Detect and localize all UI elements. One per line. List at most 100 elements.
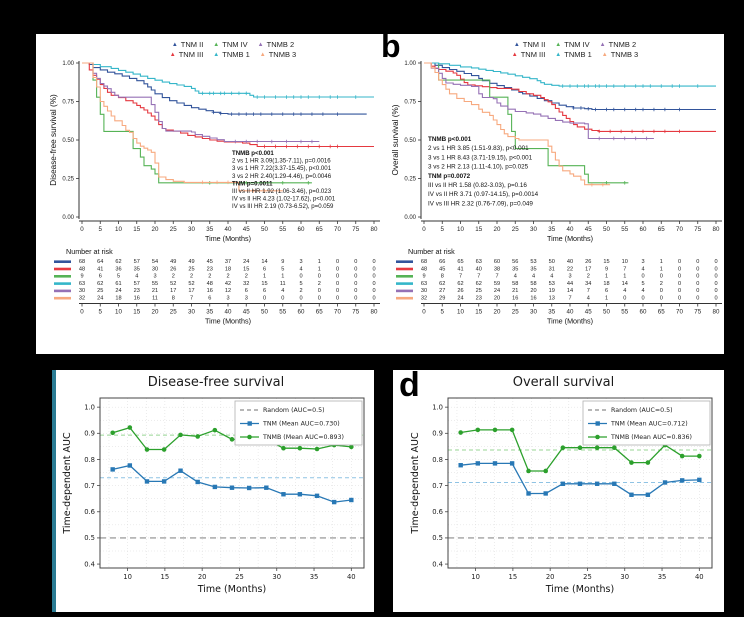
svg-text:60: 60: [298, 226, 305, 233]
svg-text:48: 48: [207, 281, 213, 287]
svg-text:64: 64: [97, 259, 103, 265]
svg-text:0: 0: [336, 266, 339, 272]
svg-text:15: 15: [475, 309, 482, 316]
svg-text:7: 7: [190, 296, 193, 302]
svg-text:23: 23: [207, 266, 213, 272]
svg-text:75: 75: [694, 226, 701, 233]
svg-text:15: 15: [603, 259, 609, 265]
svg-text:0: 0: [660, 296, 663, 302]
svg-text:TNM p=0.0072: TNM p=0.0072: [428, 173, 471, 180]
svg-text:0: 0: [354, 274, 357, 280]
svg-text:TNM (Mean AUC=0.730): TNM (Mean AUC=0.730): [262, 421, 340, 428]
km-series-marker-icon: ▲: [259, 51, 266, 58]
svg-text:53: 53: [549, 281, 555, 287]
svg-text:5: 5: [281, 266, 284, 272]
svg-text:Overall survival (%): Overall survival (%): [391, 104, 400, 175]
svg-text:4: 4: [641, 288, 644, 294]
svg-text:2: 2: [208, 274, 211, 280]
km-legend-entry-tnm-iv: ▲ TNM IV: [213, 40, 247, 49]
svg-text:45: 45: [439, 266, 445, 272]
km-chart-disease-free: 1.00 0.75 0.50 0.25 0.00 Disease-free surviva…: [49, 61, 380, 326]
svg-text:Disease-free survival (%): Disease-free survival (%): [49, 94, 58, 186]
svg-text:26: 26: [457, 288, 463, 294]
svg-text:TNMB (Mean AUC=0.893): TNMB (Mean AUC=0.893): [262, 434, 344, 441]
svg-text:2: 2: [190, 274, 193, 280]
svg-text:68: 68: [79, 259, 85, 265]
svg-text:50: 50: [603, 309, 610, 316]
svg-text:0: 0: [678, 266, 681, 272]
svg-text:TNMB (Mean AUC=0.836): TNMB (Mean AUC=0.836): [610, 434, 692, 441]
svg-text:0: 0: [318, 274, 321, 280]
svg-text:50: 50: [261, 226, 268, 233]
svg-text:60: 60: [640, 226, 647, 233]
svg-text:14: 14: [567, 288, 573, 294]
svg-text:0: 0: [678, 281, 681, 287]
svg-text:0: 0: [678, 274, 681, 280]
svg-text:55: 55: [279, 226, 286, 233]
svg-text:IV vs II HR 3.71 (0.97-14.15),: IV vs II HR 3.71 (0.97-14.15), p=0.0014: [428, 191, 539, 198]
svg-text:0: 0: [660, 288, 663, 294]
svg-text:80: 80: [371, 309, 378, 316]
svg-text:0: 0: [372, 288, 375, 294]
svg-text:15: 15: [475, 226, 482, 233]
km-legend-dfs: ▲ TNM II ▲ TNM IV ▲ TNMB 2 ▲ TNM III ▲ TNMB 1 ▲ TNM…: [78, 40, 388, 59]
svg-text:52: 52: [170, 281, 176, 287]
svg-text:17: 17: [170, 288, 176, 294]
svg-text:57: 57: [134, 259, 140, 265]
auc-panel-overall: Overall survival 0.4 0.5 0.6 0.7 0.8 0.9 1.0 10…: [393, 370, 724, 612]
svg-text:68: 68: [421, 259, 427, 265]
svg-text:0.00: 0.00: [404, 215, 416, 221]
svg-text:62: 62: [476, 281, 482, 287]
svg-text:62: 62: [457, 281, 463, 287]
svg-text:5: 5: [441, 226, 445, 233]
svg-text:65: 65: [316, 226, 323, 233]
svg-text:16: 16: [207, 288, 213, 294]
svg-text:10: 10: [622, 259, 628, 265]
svg-text:2: 2: [226, 274, 229, 280]
svg-text:11: 11: [280, 281, 286, 287]
svg-text:4: 4: [532, 274, 535, 280]
panel-edge-strip: [52, 370, 56, 612]
svg-text:4: 4: [281, 288, 284, 294]
svg-text:20: 20: [494, 226, 501, 233]
svg-text:25: 25: [235, 573, 244, 581]
auc-chart-overall: 0.4 0.5 0.6 0.7 0.8 0.9 1.0 10 15 20 25 30 35 40 Time …: [410, 397, 712, 595]
km-legend-label: TNMB 3: [610, 50, 639, 59]
svg-text:23: 23: [476, 296, 482, 302]
svg-text:2: 2: [318, 281, 321, 287]
svg-text:40: 40: [225, 309, 232, 316]
km-series-marker-icon: ▲: [511, 51, 518, 58]
svg-text:0: 0: [678, 259, 681, 265]
svg-text:1: 1: [318, 259, 321, 265]
svg-text:0.6: 0.6: [84, 508, 95, 516]
svg-text:0: 0: [354, 266, 357, 272]
svg-text:53: 53: [530, 259, 536, 265]
svg-text:0: 0: [623, 296, 626, 302]
svg-text:8: 8: [441, 274, 444, 280]
svg-text:0: 0: [714, 296, 717, 302]
svg-text:75: 75: [694, 309, 701, 316]
svg-text:0: 0: [372, 296, 375, 302]
svg-text:54: 54: [152, 259, 158, 265]
svg-text:7: 7: [459, 274, 462, 280]
auc-wrap-dfs: Disease-free survival 0.4 0.5 0.6 0.7 0.8 0.9…: [58, 375, 374, 606]
svg-text:20: 20: [494, 309, 501, 316]
svg-text:10: 10: [471, 573, 480, 581]
svg-text:0: 0: [336, 288, 339, 294]
svg-text:0.5: 0.5: [84, 534, 95, 542]
svg-text:0: 0: [696, 274, 699, 280]
svg-text:44: 44: [567, 281, 573, 287]
svg-text:2: 2: [245, 274, 248, 280]
km-legend-row: ▲ TNM II ▲ TNM IV ▲ TNMB 2: [514, 40, 636, 49]
svg-text:Number at risk: Number at risk: [66, 247, 113, 256]
km-legend-label: TNMB 2: [266, 40, 295, 49]
svg-text:3 vs 2 HR 2.40(1.29-4.46), p=0: 3 vs 2 HR 2.40(1.29-4.46), p=0.0046: [232, 173, 332, 180]
svg-text:0.9: 0.9: [84, 430, 95, 438]
svg-text:32: 32: [79, 296, 85, 302]
km-series-marker-icon: ▲: [257, 41, 264, 48]
svg-text:0: 0: [372, 259, 375, 265]
svg-text:35: 35: [206, 226, 213, 233]
svg-text:20: 20: [545, 573, 554, 581]
svg-text:25: 25: [170, 309, 177, 316]
km-legend-label: TNM III: [520, 50, 546, 59]
